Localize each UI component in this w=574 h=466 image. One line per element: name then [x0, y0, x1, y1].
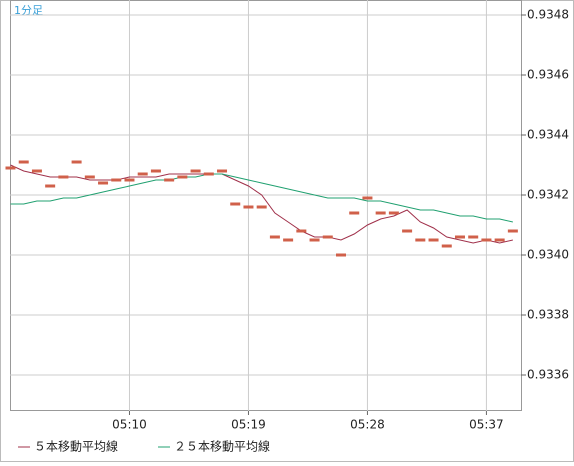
price-dash: [375, 211, 386, 215]
price-dash: [31, 169, 42, 173]
price-dash: [98, 181, 109, 185]
price-dash: [217, 169, 228, 173]
price-dash: [283, 238, 294, 242]
price-dash: [309, 238, 320, 242]
price-dash: [441, 244, 452, 248]
price-dash: [18, 160, 29, 164]
price-dash: [269, 235, 280, 239]
price-dash: [137, 172, 148, 176]
x-tick-label: 05:19: [231, 418, 266, 432]
moving-average-line: [10, 173, 513, 223]
price-dash: [5, 166, 16, 170]
price-dash: [322, 235, 333, 239]
price-dash: [177, 175, 188, 179]
price-dash: [468, 235, 479, 239]
x-tick-label: 05:28: [350, 418, 385, 432]
price-dash: [58, 175, 69, 179]
price-dash: [124, 178, 135, 182]
y-tick-label: 0.9348: [527, 8, 569, 22]
y-tick-label: 0.9340: [527, 248, 569, 262]
price-dash: [507, 229, 518, 233]
price-dash: [336, 253, 346, 257]
y-tick-label: 0.9344: [527, 128, 569, 142]
price-dash: [402, 229, 413, 233]
price-dash: [111, 178, 122, 182]
price-dash: [45, 184, 56, 188]
price-dash: [349, 211, 360, 215]
price-dash: [190, 169, 201, 173]
timeframe-label: 1分足: [14, 4, 43, 17]
price-dash: [150, 169, 161, 173]
legend-label: ２５本移動平均線: [174, 439, 270, 454]
x-tick-label: 05:37: [469, 418, 504, 432]
price-dash: [481, 238, 492, 242]
price-dash: [494, 238, 505, 242]
price-dash: [164, 178, 175, 182]
y-tick-label: 0.9342: [527, 188, 569, 202]
price-dash: [415, 238, 426, 242]
y-tick-label: 0.9336: [527, 368, 569, 382]
price-dash: [71, 160, 82, 164]
price-dash: [454, 235, 465, 239]
price-dash: [84, 175, 95, 179]
price-dash: [243, 205, 254, 209]
moving-average-line: [10, 164, 513, 244]
x-tick-label: 05:10: [112, 418, 147, 432]
price-dash: [230, 202, 241, 206]
price-dash: [388, 211, 399, 215]
y-tick-label: 0.9346: [527, 68, 569, 82]
legend-label: ５本移動平均線: [34, 439, 118, 454]
price-dash: [428, 238, 439, 242]
price-dash: [296, 229, 307, 233]
price-dash: [256, 205, 267, 209]
y-tick-label: 0.9338: [527, 308, 569, 322]
price-dash: [362, 196, 373, 200]
price-dash: [203, 172, 214, 176]
